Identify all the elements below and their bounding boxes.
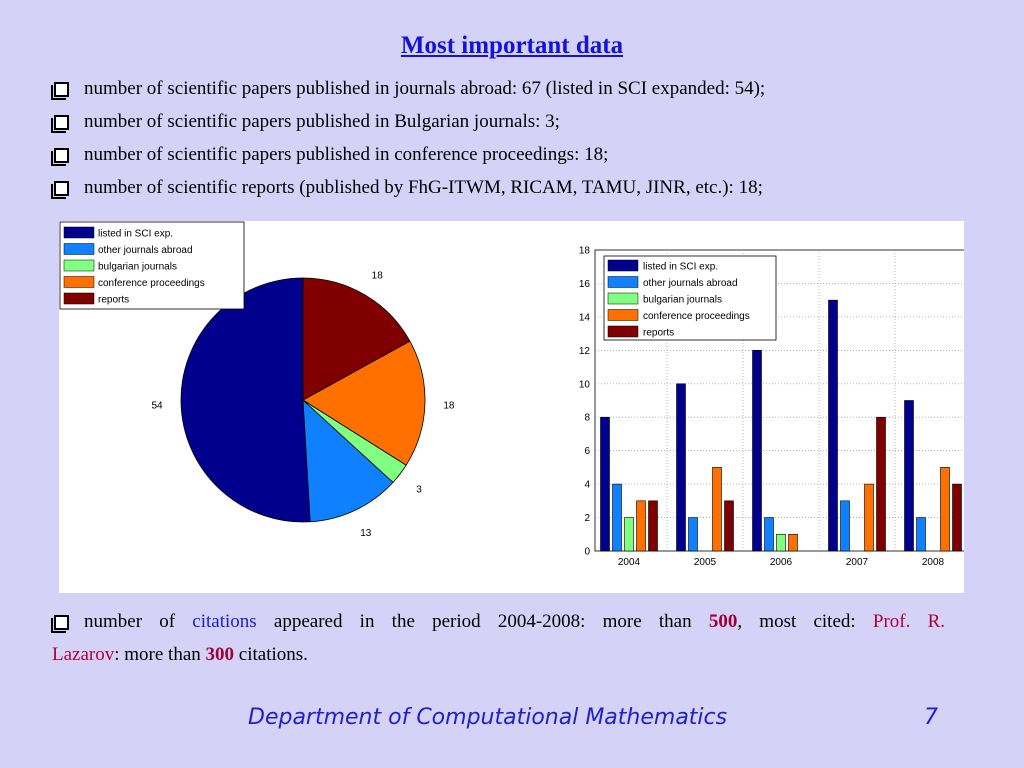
bar-conference-proceedings bbox=[712, 467, 722, 552]
bar-reports bbox=[724, 500, 734, 552]
citations-text: appeared in the period 2004-2008: more t… bbox=[256, 611, 709, 632]
citations-line-1: number of citations appeared in the peri… bbox=[51, 605, 945, 638]
pie-chart: 54 13 3 18 18 listed in SCI exp. other journal… bbox=[59, 221, 455, 539]
y-tick-label: 16 bbox=[579, 279, 591, 290]
x-tick-label: 2007 bbox=[846, 557, 869, 568]
legend-label: reports bbox=[643, 328, 674, 339]
legend-swatch bbox=[63, 226, 95, 239]
pie-slice-label: 13 bbox=[360, 528, 372, 539]
legend-label: conference proceedings bbox=[98, 278, 205, 289]
bar-reports bbox=[648, 500, 658, 552]
bar-other-journals-abroad bbox=[840, 500, 850, 552]
pie-legend: listed in SCI exp. other journals abroad b… bbox=[59, 221, 245, 310]
citations-count: 500 bbox=[708, 611, 738, 632]
y-tick-label: 4 bbox=[584, 480, 590, 491]
legend-label: other journals abroad bbox=[643, 278, 738, 289]
pie-slice-listed-in-sci-exp- bbox=[180, 277, 311, 523]
bar-bulgarian-journals bbox=[624, 517, 634, 552]
bar-reports bbox=[876, 416, 886, 552]
legend-swatch bbox=[607, 292, 639, 305]
y-tick-label: 12 bbox=[579, 346, 591, 357]
y-tick-label: 6 bbox=[584, 446, 590, 457]
citations-text: , most cited: bbox=[737, 611, 873, 632]
legend-label: conference proceedings bbox=[643, 311, 750, 322]
bar-listed-in-sci-exp- bbox=[676, 383, 686, 552]
legend-swatch bbox=[607, 276, 639, 288]
most-cited-surname: Lazarov bbox=[52, 644, 115, 665]
legend-label: other journals abroad bbox=[98, 245, 193, 256]
legend-swatch bbox=[607, 309, 639, 321]
bullet-item: number of scientific papers published in… bbox=[51, 109, 992, 142]
legend-swatch bbox=[63, 276, 95, 288]
citations-paragraph: number of citations appeared in the peri… bbox=[51, 605, 945, 671]
most-cited-count: 300 bbox=[205, 644, 235, 665]
bar-other-journals-abroad bbox=[688, 517, 698, 552]
bullet-item: number of scientific papers published in… bbox=[51, 76, 992, 109]
y-tick-label: 0 bbox=[584, 547, 590, 558]
legend-label: reports bbox=[98, 295, 129, 306]
chart-panel: 54 13 3 18 18 listed in SCI exp. other journal… bbox=[59, 221, 964, 593]
pie-slice-label: 54 bbox=[152, 400, 164, 411]
pie-slice-conference-proceedings bbox=[302, 340, 426, 466]
x-tick-label: 2006 bbox=[770, 557, 793, 568]
bar-conference-proceedings bbox=[636, 500, 646, 552]
bar-listed-in-sci-exp- bbox=[600, 416, 610, 552]
bar-conference-proceedings bbox=[788, 533, 798, 552]
bar-listed-in-sci-exp- bbox=[828, 299, 838, 552]
checkbox-bullet-icon bbox=[51, 181, 69, 199]
legend-label: bulgarian journals bbox=[98, 262, 177, 273]
bar-other-journals-abroad bbox=[764, 517, 774, 552]
bar-conference-proceedings bbox=[864, 483, 874, 552]
legend-label: listed in SCI exp. bbox=[643, 262, 718, 273]
legend-label: listed in SCI exp. bbox=[98, 229, 173, 240]
bar-other-journals-abroad bbox=[612, 483, 622, 552]
legend-swatch bbox=[63, 243, 95, 255]
checkbox-bullet-icon bbox=[51, 148, 69, 166]
bullet-list: number of scientific papers published in… bbox=[51, 76, 992, 208]
bar-listed-in-sci-exp- bbox=[752, 350, 762, 552]
y-tick-label: 14 bbox=[579, 312, 591, 323]
bar-conference-proceedings bbox=[940, 467, 950, 552]
legend-swatch bbox=[63, 259, 95, 272]
bullet-text: number of scientific papers published in… bbox=[84, 78, 766, 99]
citations-text: : more than bbox=[114, 644, 206, 665]
bullet-item: number of scientific reports (published … bbox=[51, 175, 992, 208]
y-tick-label: 10 bbox=[579, 379, 591, 390]
legend-label: bulgarian journals bbox=[643, 295, 722, 306]
y-tick-label: 18 bbox=[579, 246, 591, 257]
legend-swatch bbox=[607, 259, 639, 272]
bullet-text: number of scientific papers published in… bbox=[84, 144, 609, 165]
y-tick-label: 8 bbox=[584, 413, 590, 424]
x-tick-label: 2008 bbox=[922, 557, 945, 568]
y-tick-label: 2 bbox=[584, 513, 590, 524]
bar-chart: 0 2 4 6 8 10 12 14 16 18 2004 2005 2006 2007 2008 liste… bbox=[579, 246, 964, 568]
citations-text: citations. bbox=[234, 644, 308, 665]
pie-slice-reports bbox=[302, 277, 411, 401]
legend-swatch bbox=[63, 292, 95, 305]
bar-listed-in-sci-exp- bbox=[904, 400, 914, 552]
citations-text: number of bbox=[84, 611, 193, 632]
slide-title: Most important data bbox=[400, 32, 624, 59]
bar-reports bbox=[952, 483, 962, 552]
x-tick-label: 2004 bbox=[618, 557, 641, 568]
citations-keyword: citations bbox=[192, 611, 257, 632]
checkbox-bullet-icon bbox=[51, 115, 69, 133]
x-tick-label: 2005 bbox=[694, 557, 717, 568]
bullet-text: number of scientific reports (published … bbox=[84, 177, 763, 198]
checkbox-bullet-icon bbox=[51, 82, 69, 100]
bar-legend: listed in SCI exp. other journals abroad b… bbox=[603, 255, 777, 341]
pie-slice-label: 18 bbox=[372, 270, 384, 281]
legend-swatch bbox=[607, 325, 639, 338]
bar-bulgarian-journals bbox=[776, 533, 786, 552]
checkbox-bullet-icon bbox=[51, 615, 69, 633]
page-number: 7 bbox=[924, 705, 938, 730]
pie-slice-label: 18 bbox=[443, 400, 455, 411]
most-cited-name: Prof. R. bbox=[872, 611, 945, 632]
bullet-item: number of scientific papers published in… bbox=[51, 142, 992, 175]
pie-slice-other-journals-abroad bbox=[302, 399, 394, 523]
footer-department: Department of Computational Mathematics bbox=[248, 705, 728, 730]
bullet-text: number of scientific papers published in… bbox=[84, 111, 560, 132]
bar-other-journals-abroad bbox=[916, 517, 926, 552]
pie-slice-label: 3 bbox=[416, 485, 422, 496]
